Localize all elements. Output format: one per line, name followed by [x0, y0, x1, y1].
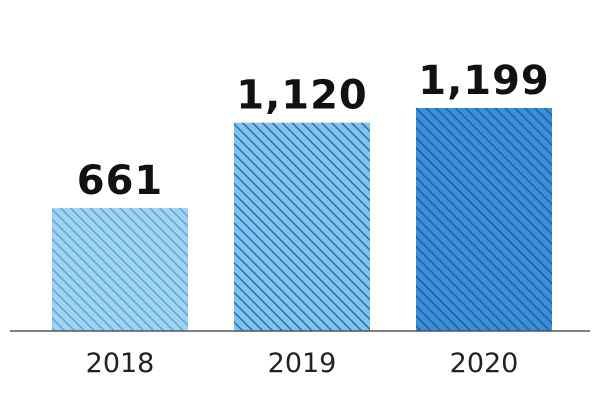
bar-2019 [234, 122, 370, 331]
x-tick-2020: 2020 [450, 348, 519, 379]
bars-layer [52, 108, 552, 331]
value-label-2020: 1,199 [418, 58, 550, 104]
value-labels-layer: 661 1,120 1,199 [77, 58, 550, 204]
value-label-2019: 1,120 [236, 73, 368, 119]
value-label-2018: 661 [77, 158, 164, 204]
bar-2020 [416, 108, 552, 331]
bar-2018 [52, 208, 188, 331]
x-tick-2019: 2019 [268, 348, 337, 379]
x-tick-2018: 2018 [86, 348, 155, 379]
x-tick-labels: 2018 2019 2020 [86, 348, 519, 379]
